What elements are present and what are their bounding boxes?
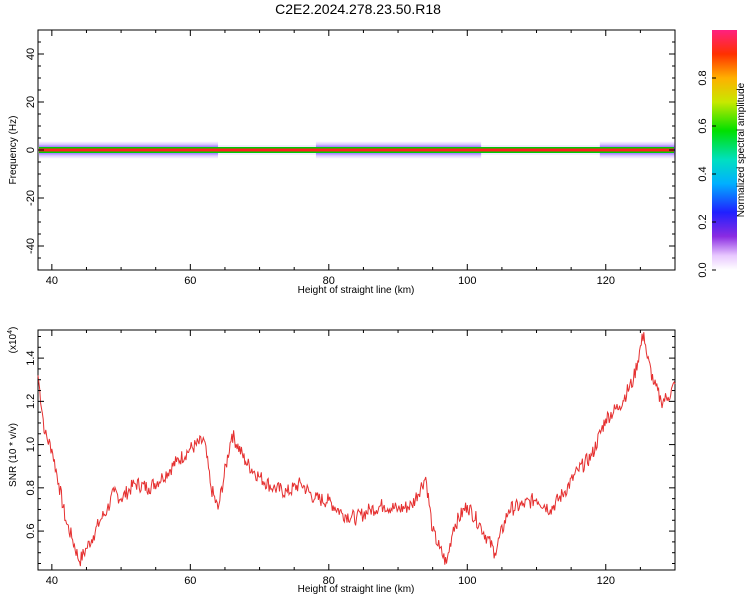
spec-y-tick-label: -40 (25, 238, 37, 254)
snr-x-tick-label: 40 (46, 575, 58, 587)
spec-x-tick-label: 60 (184, 275, 196, 287)
snr-x-tick-label: 80 (323, 575, 335, 587)
signal-center-core (39, 148, 674, 152)
snr-series-line (37, 332, 676, 567)
spectrogram-ticks: 40 60 80 100 120 40 20 0 -20 -40 (25, 29, 676, 287)
snr-y-label: SNR (10 * v/v) (8, 423, 19, 487)
snr-y-tick-label: 0.6 (25, 523, 37, 538)
snr-x-tick-label: 100 (458, 575, 476, 587)
snr-frame (37, 329, 676, 571)
colorbar-ticks: 0.0 0.2 0.4 0.6 0.8 (697, 70, 716, 278)
spectrogram-panel: 40 60 80 100 120 40 20 0 -20 -40 Height of straig… (8, 29, 676, 296)
spec-x-tick-label: 100 (458, 275, 476, 287)
signal-band (39, 141, 675, 159)
colorbar-tick-label: 0.6 (697, 118, 709, 133)
spec-y-tick-label: -20 (25, 190, 37, 206)
snr-y-tick-label: 1.0 (25, 437, 37, 452)
colorbar-gradient (712, 30, 737, 270)
snr-ticks: 40 60 80 100 120 0.6 0.8 1.0 1.2 1.4 (25, 330, 676, 587)
spec-y-tick-label: 0 (25, 147, 37, 153)
snr-scale-note: (x104) (7, 327, 19, 354)
colorbar-tick-label: 0.0 (697, 262, 709, 277)
spectrogram-x-label: Height of straight line (km) (298, 285, 415, 296)
snr-panel: 40 60 80 100 120 0.6 0.8 1.0 1.2 1.4 Height of st… (7, 327, 676, 595)
snr-y-tick-label: 0.8 (25, 480, 37, 495)
snr-x-label: Height of straight line (km) (298, 584, 415, 595)
snr-x-tick-label: 60 (184, 575, 196, 587)
snr-x-tick-label: 120 (597, 575, 615, 587)
colorbar-label: Normalized spectral amplitude (736, 82, 747, 217)
snr-y-tick-label: 1.2 (25, 394, 37, 409)
spec-x-tick-label: 80 (323, 275, 335, 287)
colorbar: 0.0 0.2 0.4 0.6 0.8 Normalized spectral ampl… (697, 30, 747, 278)
colorbar-tick-label: 0.2 (697, 214, 709, 229)
spectrogram-y-label: Frequency (Hz) (8, 116, 19, 185)
figure-title: C2E2.2024.278.23.50.R18 (275, 1, 441, 17)
colorbar-tick-label: 0.4 (697, 166, 709, 181)
snr-y-tick-label: 1.4 (25, 350, 37, 365)
spec-x-tick-label: 120 (597, 275, 615, 287)
colorbar-tick-label: 0.8 (697, 70, 709, 85)
spec-y-tick-label: 40 (25, 48, 37, 60)
spec-x-tick-label: 40 (46, 275, 58, 287)
spec-y-tick-label: 20 (25, 96, 37, 108)
